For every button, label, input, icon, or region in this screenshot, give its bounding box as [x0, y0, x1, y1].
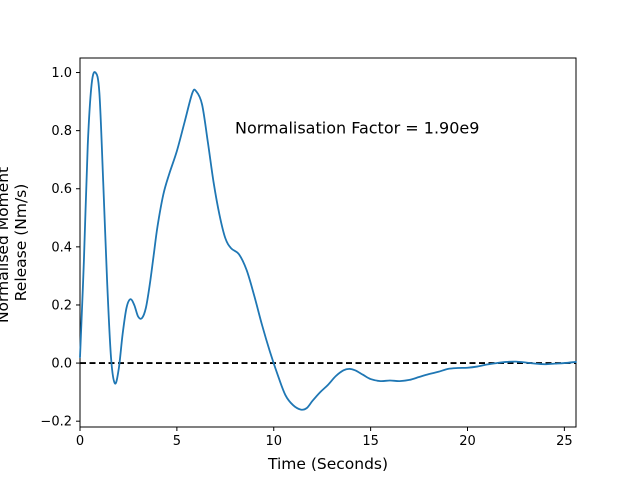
- plot-frame: [79, 57, 577, 428]
- y-tick-label: 0.0: [51, 357, 72, 372]
- x-axis-label: Time (Seconds): [267, 455, 388, 473]
- y-tick-label: 0.8: [51, 124, 72, 139]
- x-tick-label: 15: [362, 434, 379, 449]
- normalisation-annotation: Normalisation Factor = 1.90e9: [235, 119, 479, 138]
- y-axis-label-line-1: Normalised Moment: [0, 167, 12, 323]
- y-tick-label: 0.4: [51, 240, 72, 255]
- y-axis-ticks: −0.2 0.0 0.2 0.4 0.6 0.8 1.0: [40, 66, 80, 430]
- x-axis-ticks: 0 5 10 15 20 25: [76, 427, 573, 449]
- x-tick-label: 20: [459, 434, 476, 449]
- y-tick-label: 1.0: [51, 66, 72, 81]
- plot-area: [79, 57, 577, 428]
- y-tick-label: −0.2: [40, 415, 72, 430]
- x-tick-label: 25: [556, 434, 573, 449]
- x-tick-label: 0: [76, 434, 84, 449]
- y-axis-label-line-2: Release (Nm/s): [12, 184, 30, 302]
- y-axis-label: Normalised Moment Release (Nm/s): [0, 162, 30, 323]
- x-tick-label: 10: [265, 434, 282, 449]
- y-tick-label: 0.6: [51, 182, 72, 197]
- y-tick-label: 0.2: [51, 298, 72, 313]
- x-tick-label: 5: [173, 434, 181, 449]
- series-line: [79, 71, 577, 411]
